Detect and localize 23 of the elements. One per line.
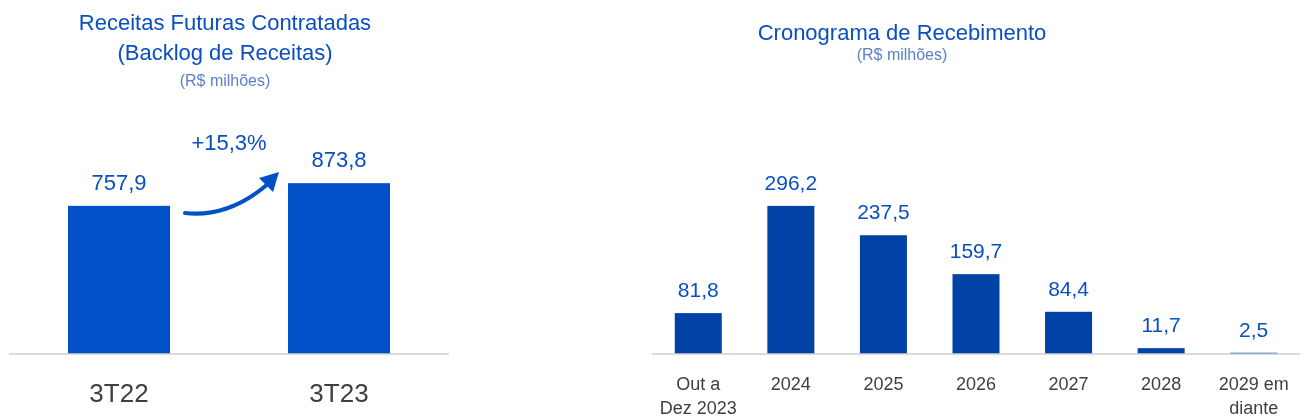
chart-subtitle: (R$ milhões) [179,72,271,89]
x-tick-label: 2027 [1048,374,1089,394]
data-label: 11,7 [1141,313,1181,337]
chart-subtitle: (R$ milhões) [856,46,948,63]
data-label: 84,4 [1048,276,1090,300]
data-label: 237,5 [857,200,910,224]
x-tick-label: 2026 [955,374,997,394]
data-label: 2,5 [1239,317,1269,341]
x-tick-label: Out a Dez 2023 [659,374,737,417]
data-label: 81,8 [677,278,719,302]
data-label: 159,7 [949,239,1003,263]
text: +15,3% [191,130,267,155]
x-tick-label: 2024 [770,374,811,394]
x-tick-label: 3T22 [89,378,149,408]
data-label: 873,8 [311,147,367,173]
x-tick-label: 2029 em diante [1218,374,1289,417]
chart-title: Cronograma de Recebimento [757,20,1047,45]
chart-title: Receitas Futuras Contratadas (Backlog de Receitas) [78,10,372,65]
x-tick-label: 3T23 [309,378,369,408]
data-label: 296,2 [764,170,818,194]
x-tick-label: 2028 [1141,374,1182,394]
data-label: 757,9 [91,169,147,195]
x-tick-label: 2025 [863,374,904,394]
